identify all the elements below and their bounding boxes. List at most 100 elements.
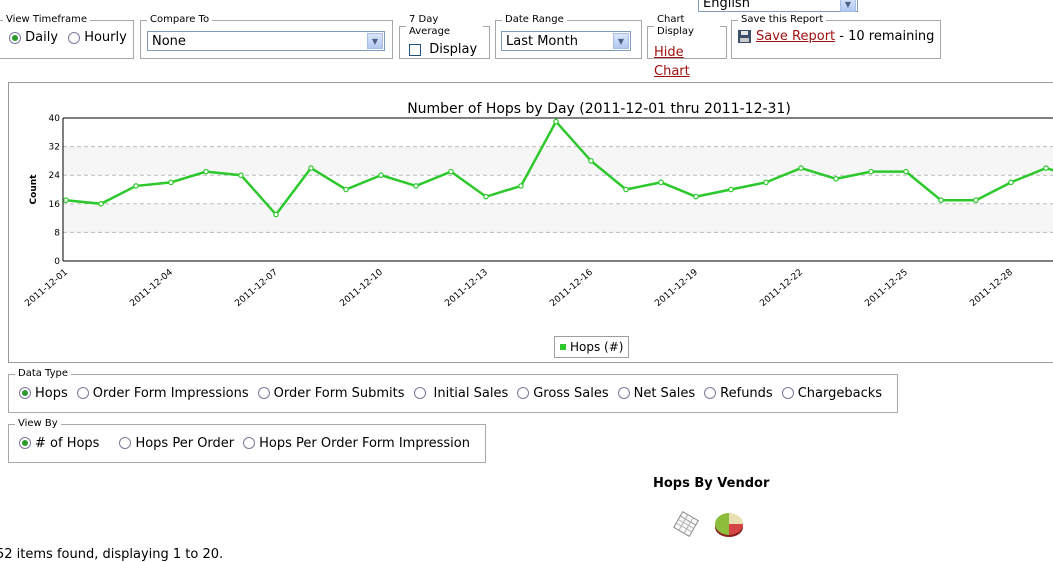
data-type-label: Initial Sales — [433, 385, 509, 401]
data-type-label: Net Sales — [633, 385, 696, 401]
view-timeframe-legend: View Timeframe — [6, 14, 88, 25]
data-type-gross-sales[interactable]: Gross Sales — [517, 386, 609, 401]
save-report-legend: Save this Report — [741, 14, 824, 25]
data-point — [63, 197, 69, 204]
data-point — [203, 168, 209, 175]
seven-day-average-option[interactable]: Display — [406, 42, 483, 57]
data-point — [868, 168, 874, 175]
data-point — [308, 165, 314, 171]
data-point — [763, 179, 769, 186]
data-point — [378, 172, 384, 179]
data-type-legend: Data Type — [18, 368, 69, 379]
view-by-hops-per-order[interactable]: Hops Per Order — [119, 436, 234, 451]
grid-band — [63, 203, 1053, 233]
chevron-down-icon[interactable]: ▼ — [613, 33, 629, 49]
data-point — [238, 172, 244, 179]
data-type-label: Order Form Impressions — [92, 385, 249, 401]
data-type-label: Chargebacks — [797, 385, 883, 401]
radio-chargebacks[interactable] — [781, 387, 794, 399]
y-tick-label: 8 — [54, 228, 60, 238]
radio-daily[interactable] — [9, 31, 21, 44]
x-tick-label: 2011-12-22 — [758, 268, 805, 309]
x-tick-label: 2011-12-25 — [863, 268, 910, 309]
date-range-select[interactable]: Last Month ▼ — [501, 31, 631, 51]
radio-net-sales[interactable] — [617, 387, 630, 399]
language-value: English — [703, 0, 750, 11]
chart-panel: Number of Hops by Day (2011-12-01 thru 2… — [8, 82, 1053, 363]
data-type-label: Order Form Submits — [273, 385, 405, 401]
x-tick-label: 2011-12-28 — [968, 267, 1015, 308]
data-point — [973, 197, 979, 204]
data-type-order-form-impressions[interactable]: Order Form Impressions — [76, 385, 249, 401]
data-point — [798, 165, 804, 171]
radio-number-of-hops[interactable] — [19, 437, 31, 449]
hops-line-chart: Number of Hops by Day (2011-12-01 thru 2… — [23, 101, 1053, 309]
radio-initial-sales[interactable] — [413, 387, 426, 399]
data-point — [413, 183, 419, 189]
data-type-label: Hops — [35, 385, 68, 401]
language-select[interactable]: English ▼ — [698, 0, 858, 12]
data-point — [273, 211, 279, 218]
data-point — [623, 186, 629, 193]
data-type-group: Data Type Hops Order Form Impressions Or… — [8, 368, 899, 413]
seven-day-average-legend: 7 Day Average — [409, 14, 451, 37]
data-point — [133, 183, 139, 189]
save-report-group: Save this Report Save Report - 10 remain… — [731, 14, 942, 59]
legend-swatch — [560, 344, 566, 350]
table-view-icon[interactable] — [672, 511, 700, 537]
timeframe-daily-option[interactable]: Daily — [9, 30, 58, 45]
chart-legend[interactable]: Hops (#) — [554, 336, 630, 358]
timeframe-hourly-label: Hourly — [84, 30, 127, 45]
data-type-initial-sales[interactable]: Initial Sales — [413, 385, 509, 401]
compare-to-value: None — [152, 33, 186, 49]
y-tick-label: 24 — [49, 171, 61, 181]
timeframe-hourly-option[interactable]: Hourly — [68, 30, 127, 45]
data-type-chargebacks[interactable]: Chargebacks — [781, 385, 883, 401]
data-point — [483, 193, 489, 200]
x-tick-label: 2011-12-16 — [548, 267, 595, 308]
chart-display-legend: Chart Display — [657, 14, 694, 37]
radio-order-form-impressions[interactable] — [76, 387, 89, 399]
radio-refunds[interactable] — [704, 387, 717, 399]
data-point — [833, 175, 839, 182]
data-point — [903, 168, 909, 175]
data-point — [448, 168, 454, 175]
radio-hops-per-order-form-impression[interactable] — [243, 437, 256, 449]
view-by-label: Hops Per Order Form Impression — [259, 435, 470, 451]
view-by-hops-per-order-form-impression[interactable]: Hops Per Order Form Impression — [243, 436, 470, 451]
hide-chart-link[interactable]: Hide Chart — [654, 45, 690, 79]
remaining-count: - 10 remaining — [839, 29, 935, 44]
view-by-label: Hops Per Order — [135, 435, 235, 451]
radio-hops[interactable] — [19, 387, 31, 399]
radio-hops-per-order[interactable] — [119, 437, 132, 449]
radio-gross-sales[interactable] — [517, 387, 530, 399]
radio-hourly[interactable] — [68, 31, 81, 44]
data-type-refunds[interactable]: Refunds — [704, 386, 773, 401]
data-point — [168, 179, 174, 186]
chevron-down-icon[interactable]: ▼ — [367, 33, 383, 49]
radio-order-form-submits[interactable] — [257, 387, 270, 399]
view-by-group: View By # of Hops Hops Per Order Hops Pe… — [8, 418, 486, 463]
floppy-disk-icon[interactable] — [738, 30, 751, 43]
y-axis-label: Count — [29, 174, 39, 205]
date-range-value: Last Month — [506, 33, 578, 49]
y-tick-label: 40 — [49, 114, 61, 124]
seven-day-average-group: 7 Day Average Display — [399, 14, 490, 59]
display-checkbox[interactable] — [409, 43, 421, 56]
data-point — [693, 193, 699, 200]
compare-to-select[interactable]: None ▼ — [147, 31, 385, 51]
save-report-link[interactable]: Save Report — [756, 29, 836, 44]
data-point — [588, 158, 594, 164]
view-by-number-of-hops[interactable]: # of Hops — [19, 436, 99, 451]
y-tick-label: 0 — [54, 257, 60, 267]
chart-title: Number of Hops by Day (2011-12-01 thru 2… — [407, 101, 791, 117]
view-by-label: # of Hops — [35, 435, 100, 451]
data-type-order-form-submits[interactable]: Order Form Submits — [257, 385, 405, 401]
x-tick-label: 2011-12-07 — [233, 268, 280, 309]
data-type-hops[interactable]: Hops — [19, 386, 68, 401]
pie-chart-icon[interactable] — [712, 508, 746, 540]
chevron-down-icon[interactable]: ▼ — [840, 0, 856, 12]
data-type-net-sales[interactable]: Net Sales — [617, 385, 696, 401]
data-point — [1043, 165, 1049, 171]
data-point — [518, 183, 524, 189]
